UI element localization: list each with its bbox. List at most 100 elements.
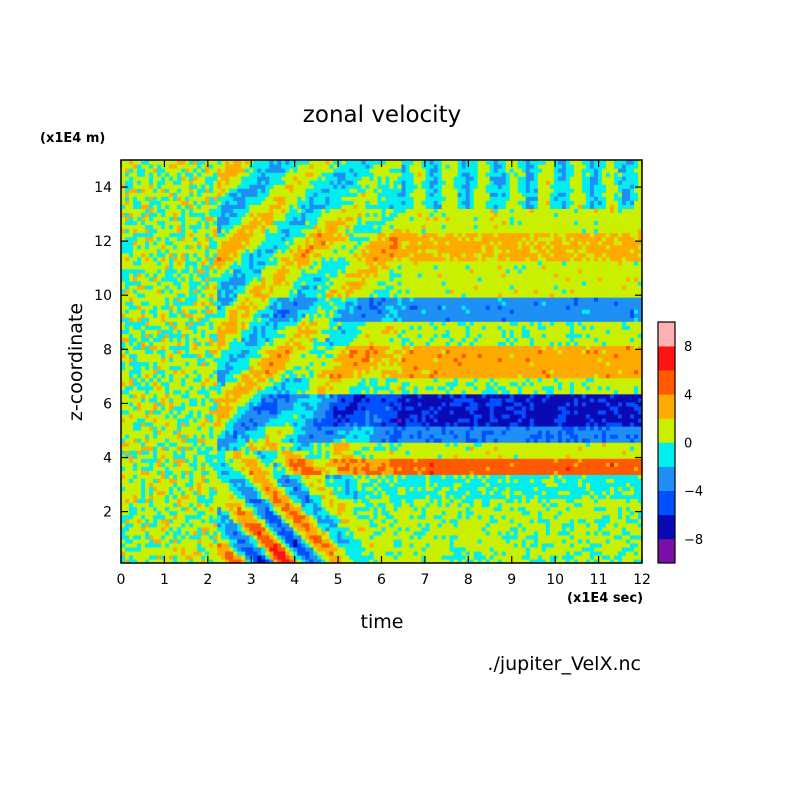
heatmap-cell bbox=[593, 470, 599, 475]
heatmap-cell bbox=[377, 434, 383, 439]
heatmap-cell bbox=[197, 470, 202, 475]
heatmap-cell bbox=[237, 466, 242, 471]
heatmap-cell bbox=[441, 438, 447, 443]
heatmap-cell bbox=[361, 482, 367, 488]
heatmap-cell bbox=[153, 534, 158, 540]
heatmap-cell bbox=[293, 494, 298, 500]
heatmap-cell bbox=[193, 454, 198, 459]
heatmap-cell bbox=[581, 558, 587, 563]
heatmap-cell bbox=[449, 514, 455, 520]
heatmap-cell bbox=[357, 470, 363, 475]
heatmap-cell bbox=[565, 506, 571, 512]
heatmap-cell bbox=[553, 526, 559, 532]
heatmap-cell bbox=[513, 486, 519, 492]
heatmap-cell bbox=[269, 490, 274, 496]
heatmap-cell bbox=[549, 417, 555, 423]
heatmap-cell bbox=[305, 417, 310, 423]
heatmap-cell bbox=[121, 506, 126, 512]
heatmap-cell bbox=[233, 534, 238, 540]
heatmap-cell bbox=[437, 454, 443, 459]
heatmap-cell bbox=[229, 510, 234, 516]
heatmap-cell bbox=[373, 510, 379, 516]
heatmap-cell bbox=[405, 534, 411, 540]
heatmap-cell bbox=[421, 454, 427, 459]
heatmap-cell bbox=[217, 430, 222, 435]
heatmap-cell bbox=[401, 421, 407, 427]
heatmap-cell bbox=[293, 542, 298, 548]
heatmap-cell bbox=[273, 498, 278, 504]
heatmap-cell bbox=[265, 421, 270, 427]
heatmap-cell bbox=[209, 478, 214, 483]
heatmap-cell bbox=[553, 466, 559, 471]
heatmap-cell bbox=[301, 470, 306, 475]
heatmap-cell bbox=[145, 446, 150, 451]
heatmap-cell bbox=[513, 438, 519, 443]
heatmap-cell bbox=[625, 554, 631, 560]
heatmap-cell bbox=[381, 474, 387, 479]
heatmap-cell bbox=[465, 506, 471, 512]
heatmap-cell bbox=[293, 514, 298, 520]
heatmap-cell bbox=[433, 446, 439, 451]
heatmap-cell bbox=[537, 490, 543, 496]
heatmap-cell bbox=[413, 498, 419, 504]
heatmap-cell bbox=[481, 454, 487, 459]
heatmap-cell bbox=[557, 425, 563, 431]
heatmap-cell bbox=[485, 490, 491, 496]
heatmap-cell bbox=[337, 558, 343, 563]
heatmap-cell bbox=[401, 450, 407, 455]
heatmap-cell bbox=[189, 450, 194, 455]
heatmap-cell bbox=[597, 538, 603, 544]
heatmap-cell bbox=[205, 462, 210, 467]
heatmap-cell bbox=[301, 482, 306, 488]
heatmap-cell bbox=[501, 518, 507, 524]
heatmap-cell bbox=[217, 486, 222, 492]
heatmap-cell bbox=[365, 409, 371, 415]
heatmap-cell bbox=[309, 522, 314, 528]
heatmap-cell bbox=[497, 458, 503, 463]
heatmap-cell bbox=[485, 510, 491, 516]
heatmap-cell bbox=[181, 546, 186, 552]
heatmap-cell bbox=[121, 425, 126, 431]
heatmap-cell bbox=[613, 421, 619, 427]
heatmap-cell bbox=[481, 550, 487, 556]
heatmap-cell bbox=[273, 462, 278, 467]
heatmap-cell bbox=[309, 486, 314, 492]
heatmap-cell bbox=[481, 506, 487, 512]
heatmap-cell bbox=[481, 542, 487, 548]
heatmap-cell bbox=[321, 550, 326, 556]
heatmap-cell bbox=[293, 458, 298, 463]
heatmap-cell bbox=[193, 490, 198, 496]
heatmap-cell bbox=[385, 510, 391, 516]
heatmap-cell bbox=[413, 542, 419, 548]
heatmap-cell bbox=[445, 526, 451, 532]
heatmap-cell bbox=[509, 434, 515, 439]
heatmap-cell bbox=[193, 494, 198, 500]
heatmap-cell bbox=[481, 421, 487, 427]
heatmap-cell bbox=[601, 417, 607, 423]
heatmap-cell bbox=[321, 514, 326, 520]
heatmap-cell bbox=[505, 554, 511, 560]
heatmap-cell bbox=[473, 478, 479, 483]
heatmap-cell bbox=[373, 526, 379, 532]
heatmap-cell bbox=[145, 466, 150, 471]
heatmap-cell bbox=[469, 494, 475, 500]
heatmap-cell bbox=[449, 558, 455, 563]
heatmap-cell bbox=[553, 450, 559, 455]
heatmap-cell bbox=[137, 546, 142, 552]
heatmap-cell bbox=[461, 542, 467, 548]
heatmap-cell bbox=[305, 482, 310, 488]
heatmap-cell bbox=[257, 430, 262, 435]
heatmap-cell bbox=[213, 470, 218, 475]
heatmap-cell bbox=[209, 470, 214, 475]
heatmap-cell bbox=[337, 450, 343, 455]
heatmap-cell bbox=[149, 425, 154, 431]
heatmap-cell bbox=[361, 438, 367, 443]
heatmap-cell bbox=[569, 534, 575, 540]
heatmap-cell bbox=[533, 542, 539, 548]
heatmap-cell bbox=[213, 506, 218, 512]
heatmap-cell bbox=[149, 542, 154, 548]
heatmap-cell bbox=[217, 494, 222, 500]
heatmap-cell bbox=[253, 522, 258, 528]
heatmap-cell bbox=[413, 438, 419, 443]
heatmap-cell bbox=[561, 438, 567, 443]
